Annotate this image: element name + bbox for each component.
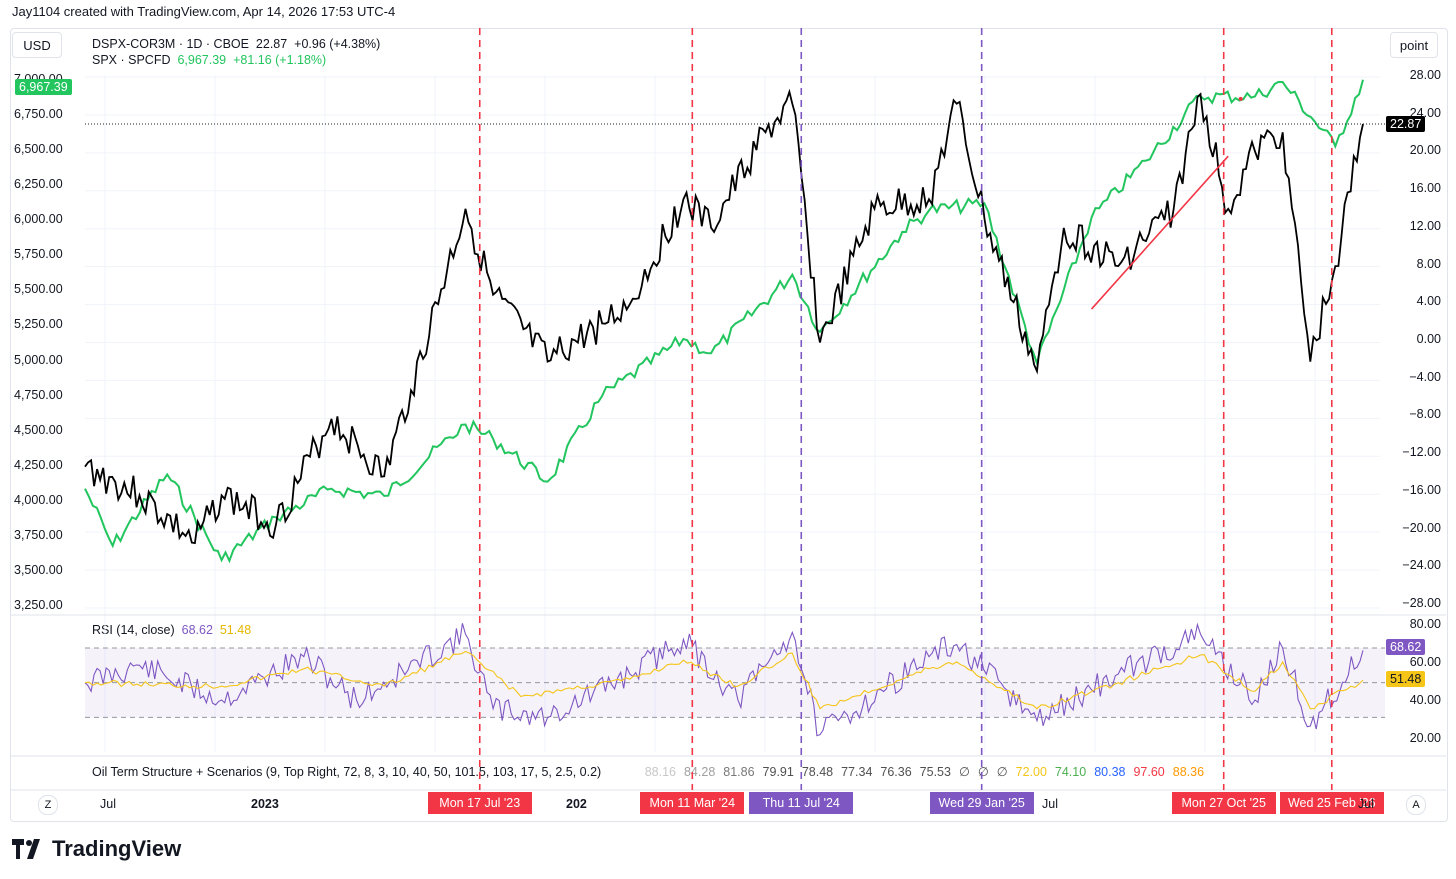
dspx-last-value-tag: 22.87 [1386, 116, 1426, 132]
oil-value-9: ∅ [977, 765, 989, 779]
right-tick-2: 20.00 [1409, 143, 1441, 158]
oil-value-6: 76.36 [880, 765, 912, 779]
left-tick-1: 6,750.00 [14, 107, 63, 122]
left-tick-14: 3,500.00 [14, 562, 63, 577]
right-tick-0: 28.00 [1409, 68, 1441, 82]
left-tick-6: 5,500.00 [14, 282, 63, 297]
event-tag-5: Wed 25 Feb '26 [1279, 792, 1384, 814]
legend-rsi-ma: 51.48 [219, 623, 252, 637]
right-tick-4: 12.00 [1409, 218, 1441, 233]
event-tag-4: Mon 27 Oct '25 [1171, 792, 1276, 814]
left-tick-9: 4,750.00 [14, 387, 63, 402]
legend-spx-change: +81.16 (+1.18%) [233, 53, 327, 67]
spx-last-price-tag: 6,967.39 [15, 79, 72, 95]
right-tick-5: 8.00 [1416, 256, 1441, 271]
x-label-2024: 202 [566, 797, 587, 811]
legend-main[interactable]: DSPX-COR3M · 1D · CBOE 22.87 +0.96 (+4.3… [92, 36, 380, 52]
event-tag-1: Mon 11 Mar '24 [640, 792, 745, 814]
oil-value-11: 72.00 [1015, 765, 1047, 779]
oil-value-7: 75.53 [919, 765, 951, 779]
oil-value-5: 77.34 [841, 765, 873, 779]
right-tick-10: −12.00 [1402, 445, 1441, 460]
x-label-jul-2026: Jul [1358, 797, 1374, 811]
left-tick-3: 6,250.00 [14, 177, 63, 192]
legend-main-symbol: DSPX-COR3M · 1D · CBOE [92, 37, 249, 51]
legend-spx-symbol: SPX · SPCFD [92, 53, 171, 67]
tradingview-logo-icon [12, 839, 40, 859]
right-tick-14: −28.00 [1402, 596, 1441, 610]
legend-rsi-value: 68.62 [181, 623, 213, 637]
zoom-label: Z [44, 799, 52, 811]
oil-value-13: 80.38 [1094, 765, 1126, 779]
left-tick-11: 4,250.00 [14, 457, 63, 472]
legend-main-change: +0.96 (+4.38%) [294, 37, 381, 51]
left-tick-4: 6,000.00 [14, 212, 63, 227]
right-tick-9: −8.00 [1409, 407, 1441, 422]
legend-spx-value: 6,967.39 [177, 53, 227, 67]
auto-scale-label: A [1412, 799, 1420, 811]
left-tick-7: 5,250.00 [14, 317, 63, 332]
oil-value-0: 88.16 [644, 765, 676, 779]
unit-button[interactable]: point [1390, 32, 1438, 58]
event-tag-3: Wed 29 Jan '25 [929, 792, 1034, 814]
left-tick-2: 6,500.00 [14, 142, 63, 157]
currency-button[interactable]: USD [12, 32, 62, 58]
rsi-last-tag: 68.62 [1386, 639, 1426, 655]
rsi-tick-3: 20.00 [1409, 731, 1441, 745]
left-tick-15: 3,250.00 [14, 598, 63, 612]
right-tick-13: −24.00 [1402, 558, 1441, 573]
legend-spx[interactable]: SPX · SPCFD 6,967.39 +81.16 (+1.18%) [92, 52, 326, 68]
oil-value-3: 79.91 [762, 765, 794, 779]
right-tick-11: −16.00 [1402, 482, 1441, 497]
rsi-tick-2: 40.00 [1409, 693, 1441, 707]
legend-rsi[interactable]: RSI (14, close) 68.62 51.48 [92, 622, 251, 638]
oil-value-8: ∅ [958, 765, 970, 779]
rsi-tick-0: 80.00 [1409, 617, 1441, 631]
oil-value-1: 84.28 [683, 765, 716, 779]
legend-oil-label: Oil Term Structure + Scenarios (9, Top R… [92, 765, 602, 779]
unit-label: point [1399, 37, 1429, 53]
currency-label: USD [23, 37, 51, 53]
oil-value-15: 88.36 [1172, 765, 1205, 779]
oil-value-2: 81.86 [723, 765, 755, 779]
auto-scale-button[interactable]: A [1406, 795, 1426, 815]
legend-oil-values: 88.16 84.28 81.86 79.91 78.48 77.34 76.36 75.53… [645, 765, 1212, 779]
oil-value-4: 78.48 [801, 765, 834, 779]
oil-value-10: ∅ [996, 765, 1008, 779]
right-tick-7: 0.00 [1416, 332, 1441, 346]
left-tick-12: 4,000.00 [14, 492, 63, 507]
chart-frame [10, 28, 1448, 822]
right-tick-8: −4.00 [1409, 369, 1441, 384]
legend-main-value: 22.87 [255, 37, 288, 51]
event-tag-2: Thu 11 Jul '24 [749, 792, 854, 814]
left-tick-8: 5,000.00 [14, 352, 63, 367]
right-tick-12: −20.00 [1402, 520, 1441, 535]
tradingview-logo: TradingView [12, 836, 181, 862]
rsi-tick-1: 60.00 [1409, 655, 1441, 669]
left-tick-10: 4,500.00 [14, 422, 63, 437]
legend-oil[interactable]: Oil Term Structure + Scenarios (9, Top R… [92, 764, 1212, 780]
legend-rsi-label: RSI (14, close) [92, 623, 175, 637]
right-tick-6: 4.00 [1416, 294, 1441, 309]
x-label-jul-2022: Jul [100, 797, 116, 811]
zoom-button[interactable]: Z [38, 795, 58, 815]
left-tick-13: 3,750.00 [14, 527, 63, 542]
oil-value-14: 97.60 [1133, 765, 1165, 779]
rsi-ma-tag: 51.48 [1386, 671, 1426, 687]
x-label-jul-2025: Jul [1042, 797, 1058, 811]
right-tick-3: 16.00 [1409, 181, 1441, 196]
left-tick-5: 5,750.00 [14, 247, 63, 262]
event-tag-0: Mon 17 Jul '23 [427, 792, 532, 814]
oil-value-12: 74.10 [1054, 765, 1087, 779]
x-label-2023: 2023 [251, 797, 279, 811]
credit-text: Jay1104 created with TradingView.com, Ap… [12, 4, 396, 19]
